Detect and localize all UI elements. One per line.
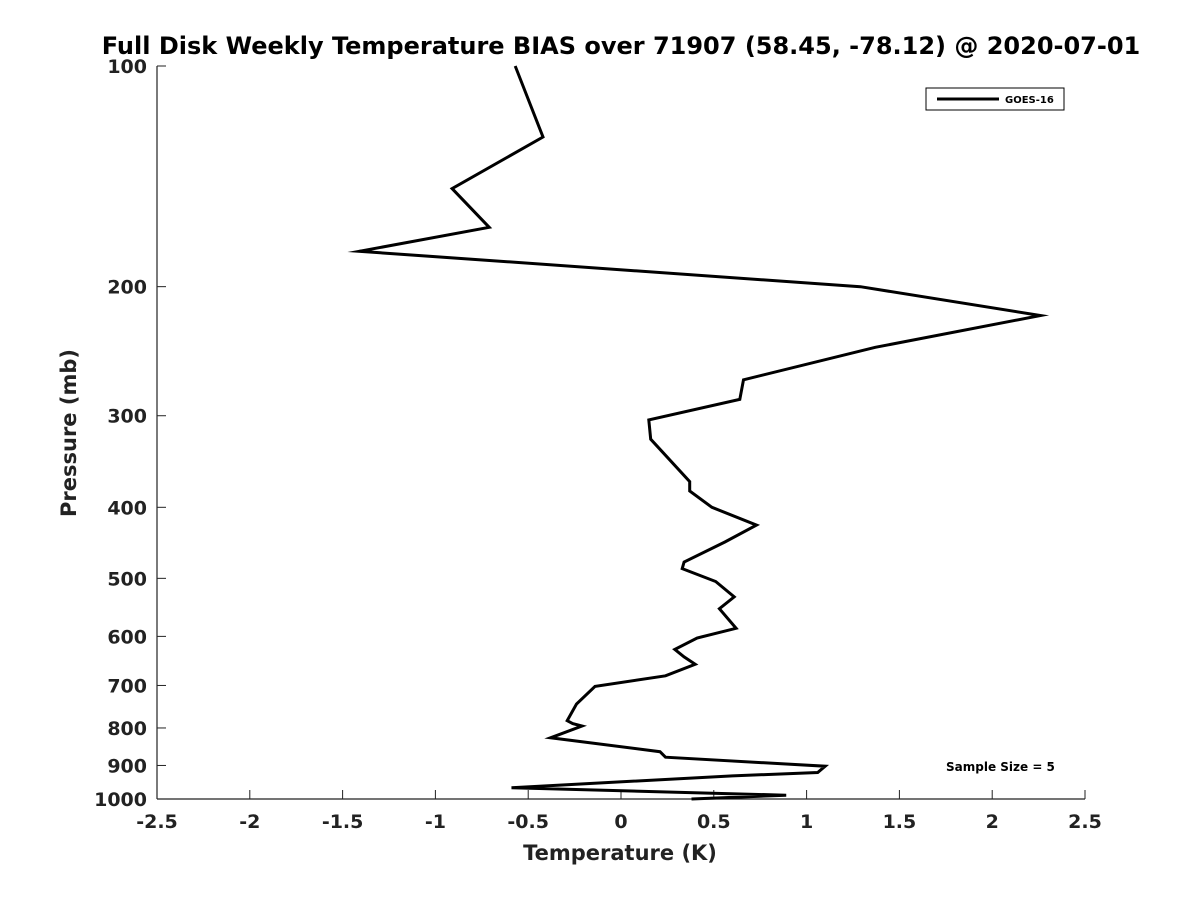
x-tick-label: -2.5 <box>136 811 178 833</box>
x-tick-label: 0 <box>614 811 627 833</box>
y-axis-ticks: 100 200 300 400 500 600 700 800 900 1000 <box>94 56 166 811</box>
x-tick-label: -0.5 <box>507 811 549 833</box>
y-tick-label: 1000 <box>94 789 147 811</box>
x-tick-label: 1.5 <box>883 811 917 833</box>
chart-title: Full Disk Weekly Temperature BIAS over 7… <box>102 32 1141 60</box>
x-tick-label: 2.5 <box>1068 811 1102 833</box>
x-axis-label: Temperature (K) <box>523 841 717 865</box>
y-tick-label: 400 <box>107 497 147 519</box>
y-tick-label: 500 <box>107 568 147 590</box>
sample-size-annotation: Sample Size = 5 <box>946 760 1055 774</box>
y-tick-label: 100 <box>107 56 147 78</box>
x-tick-label: 1 <box>800 811 813 833</box>
y-tick-label: 200 <box>107 277 147 299</box>
legend-label-goes-16: GOES-16 <box>1005 95 1054 106</box>
y-tick-label: 900 <box>107 755 147 777</box>
x-tick-label: 0.5 <box>697 811 731 833</box>
y-axis-label: Pressure (mb) <box>57 349 81 517</box>
y-tick-label: 700 <box>107 675 147 697</box>
x-tick-label: -1 <box>425 811 446 833</box>
legend: GOES-16 <box>925 87 1065 111</box>
y-tick-label: 600 <box>107 626 147 648</box>
series-line-goes-16 <box>347 65 1050 801</box>
y-tick-label: 800 <box>107 718 147 740</box>
series-layer <box>347 65 1050 801</box>
x-axis-ticks: -2.5 -2 -1.5 -1 -0.5 0 0.5 1 1.5 2 2.5 <box>136 790 1102 833</box>
x-tick-label: -1.5 <box>322 811 364 833</box>
x-tick-label: -2 <box>239 811 260 833</box>
x-tick-label: 2 <box>986 811 999 833</box>
y-tick-label: 300 <box>107 406 147 428</box>
